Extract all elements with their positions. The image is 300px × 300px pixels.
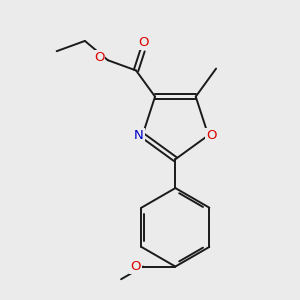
Text: O: O bbox=[94, 51, 104, 64]
Text: O: O bbox=[138, 36, 149, 49]
Text: O: O bbox=[130, 260, 141, 273]
Text: N: N bbox=[134, 129, 144, 142]
Text: O: O bbox=[206, 129, 217, 142]
